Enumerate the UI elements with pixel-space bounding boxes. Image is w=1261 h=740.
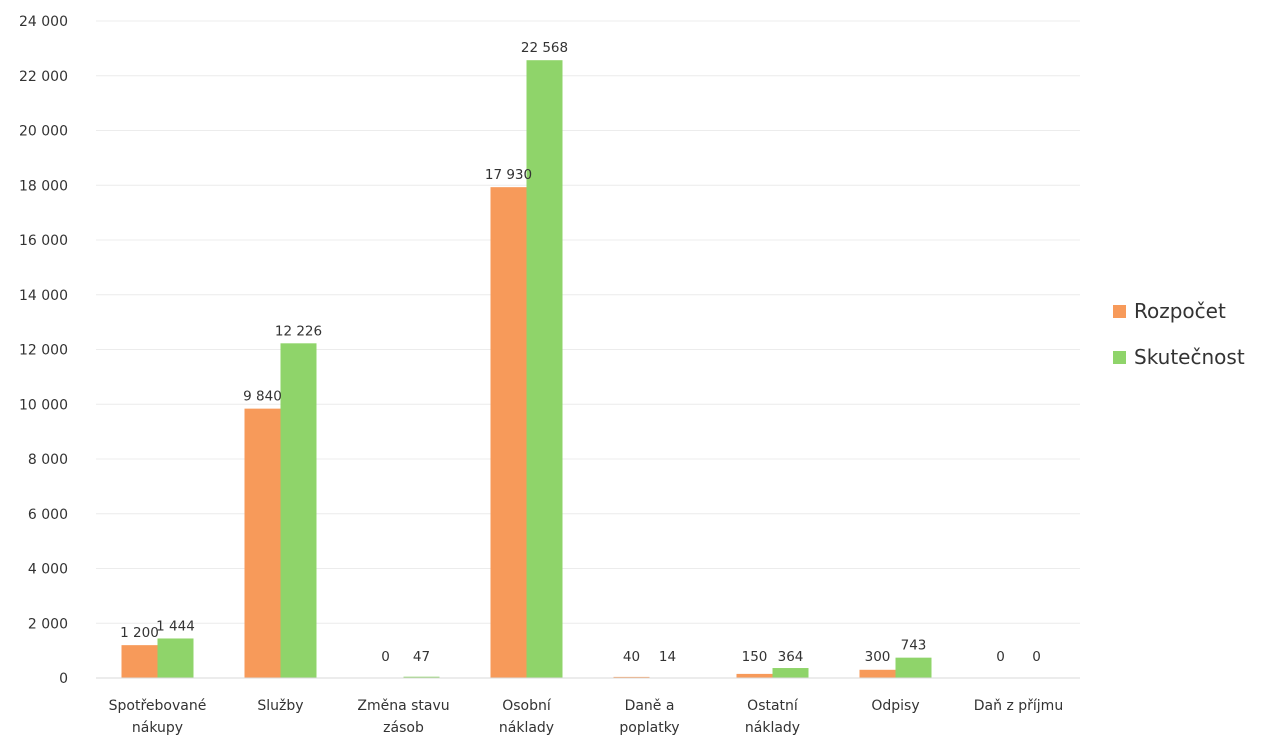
x-tick-label: Daň z příjmu: [974, 698, 1063, 714]
y-tick-label: 0: [59, 671, 68, 687]
x-tick-label: Daně a poplatky: [619, 698, 679, 736]
bars: [121, 60, 932, 679]
y-tick-label: 20 000: [19, 124, 68, 140]
bar-rozpočet-1: [244, 408, 281, 678]
data-label: 0: [381, 649, 390, 665]
bar-rozpočet-6: [859, 669, 896, 678]
legend-entry-rozpočet: Rozpočet: [1134, 299, 1226, 323]
data-label: 47: [413, 649, 430, 665]
bar-skutečnost-5: [772, 668, 809, 678]
bar-skutečnost-0: [157, 638, 194, 678]
y-tick-label: 14 000: [19, 288, 68, 304]
data-label: 1 200: [120, 625, 159, 641]
data-label: 743: [901, 638, 927, 654]
data-label: 12 226: [275, 323, 322, 339]
y-axis: 0 2 000 4 000 6 000 8 000 10 000 12 000 14 000 1…: [19, 14, 68, 687]
data-label: 22 568: [521, 40, 568, 56]
legend-swatch-skutečnost: [1113, 351, 1126, 364]
y-tick-label: 18 000: [19, 178, 68, 194]
data-label: 300: [865, 649, 891, 665]
x-tick-label: Změna stavu zásob: [357, 698, 449, 736]
data-label: 0: [1032, 649, 1041, 665]
y-tick-label: 8 000: [28, 452, 68, 468]
y-tick-label: 10 000: [19, 397, 68, 413]
data-label: 1 444: [156, 618, 195, 634]
data-label: 9 840: [243, 389, 282, 405]
gridlines: [96, 20, 1080, 624]
data-labels: 1 200 9 840 0 17 930 40 150 300 0 1 444 12 226 47 2…: [120, 40, 1041, 665]
bar-skutečnost-1: [280, 343, 317, 678]
bar-rozpočet-5: [736, 673, 773, 678]
bar-skutečnost-2: [403, 676, 440, 678]
legend-entry-skutečnost: Skutečnost: [1134, 345, 1245, 369]
x-tick-label: Služby: [257, 698, 303, 714]
x-tick-label: Spotřebované nákupy: [109, 698, 207, 736]
legend: Rozpočet Skutečnost: [1113, 299, 1245, 369]
y-tick-label: 4 000: [28, 562, 68, 578]
y-tick-label: 2 000: [28, 616, 68, 632]
y-tick-label: 24 000: [19, 14, 68, 30]
data-label: 150: [742, 649, 768, 665]
x-tick-label: Osobní náklady: [499, 698, 554, 736]
data-label: 40: [623, 649, 640, 665]
x-tick-label: Odpisy: [871, 698, 919, 714]
bar-rozpočet-0: [121, 645, 158, 678]
legend-swatch-rozpočet: [1113, 305, 1126, 318]
y-tick-label: 6 000: [28, 507, 68, 523]
bar-rozpočet-3: [490, 187, 527, 678]
y-tick-label: 22 000: [19, 69, 68, 85]
data-label: 14: [659, 649, 676, 665]
bar-skutečnost-3: [526, 60, 563, 679]
data-label: 17 930: [485, 167, 532, 183]
bar-skutečnost-6: [895, 657, 932, 678]
bar-rozpočet-4: [613, 676, 650, 678]
x-tick-label: Ostatní náklady: [745, 698, 800, 736]
data-label: 364: [778, 649, 804, 665]
y-tick-label: 12 000: [19, 343, 68, 359]
x-axis: Spotřebované nákupy Služby Změna stavu zásob…: [96, 677, 1080, 736]
y-tick-label: 16 000: [19, 233, 68, 249]
data-label: 0: [996, 649, 1005, 665]
